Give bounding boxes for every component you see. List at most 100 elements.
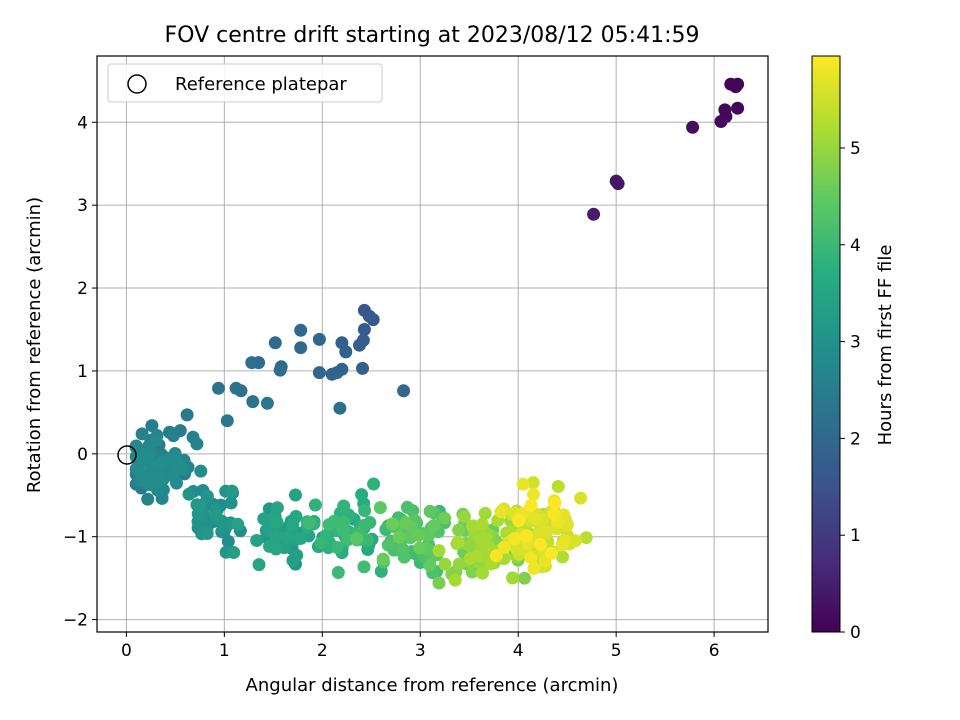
data-point	[527, 487, 540, 501]
data-point	[312, 332, 326, 346]
data-point	[260, 396, 274, 410]
grid-lines	[97, 56, 768, 632]
data-point	[221, 534, 235, 548]
data-point	[475, 517, 489, 531]
data-point	[392, 530, 406, 544]
data-point	[367, 477, 381, 491]
data-point	[357, 323, 371, 336]
y-tick-label: 3	[77, 196, 88, 216]
x-tick-label: 6	[709, 641, 720, 661]
colorbar-frame	[811, 55, 841, 633]
data-point	[466, 519, 480, 533]
data-point	[308, 498, 322, 512]
data-point	[263, 539, 276, 553]
data-point	[524, 498, 538, 512]
data-point	[714, 115, 728, 128]
data-point	[579, 531, 593, 545]
data-point	[465, 565, 479, 579]
data-point	[182, 487, 196, 501]
y-tick-label: 0	[77, 445, 88, 465]
data-point	[478, 506, 492, 520]
data-point	[423, 504, 437, 518]
data-point	[246, 395, 260, 409]
colorbar-tick-label: 3	[850, 333, 861, 353]
data-point	[397, 550, 411, 564]
data-point	[516, 477, 530, 491]
data-point	[731, 101, 745, 115]
data-point	[350, 532, 364, 546]
data-point	[314, 536, 328, 550]
data-point	[411, 528, 425, 542]
data-point	[220, 414, 234, 428]
data-point	[302, 516, 316, 530]
data-point	[134, 467, 148, 481]
data-point	[574, 491, 588, 505]
data-point	[526, 476, 540, 490]
reference-platepar-marker	[117, 445, 137, 465]
data-point	[397, 384, 411, 398]
legend-box	[107, 63, 383, 103]
data-point	[457, 510, 471, 524]
data-point	[452, 523, 466, 537]
data-point	[451, 535, 465, 549]
x-axis-ticks: 0 1 2 3 4 5 6	[121, 632, 720, 661]
y-tick-label: 4	[77, 113, 88, 133]
data-point	[527, 561, 541, 575]
data-point	[286, 554, 300, 567]
data-point	[225, 484, 239, 498]
data-point	[356, 361, 369, 375]
data-point	[432, 576, 446, 590]
data-point	[190, 437, 204, 451]
data-point	[373, 501, 387, 515]
data-point	[154, 456, 168, 470]
data-point	[149, 434, 163, 447]
data-point	[357, 560, 371, 574]
legend-label: Reference platepar	[175, 74, 347, 95]
data-point	[422, 528, 436, 542]
data-point	[432, 544, 446, 558]
data-point	[476, 566, 489, 580]
data-point	[234, 384, 248, 398]
data-point	[494, 505, 508, 519]
data-point	[312, 366, 326, 380]
data-point	[508, 532, 522, 546]
data-point	[194, 464, 208, 478]
colorbar-ticks: 0 1 2 3 4 5	[840, 139, 861, 643]
data-point	[333, 401, 347, 415]
data-point	[180, 408, 194, 422]
data-point	[587, 207, 601, 221]
data-point	[729, 80, 743, 94]
data-point	[270, 515, 284, 529]
data-point	[399, 516, 413, 529]
data-point	[273, 363, 287, 377]
colorbar-tick-label: 0	[850, 623, 861, 643]
data-point	[336, 523, 350, 537]
data-point	[448, 573, 462, 587]
data-point	[193, 499, 207, 513]
data-point	[427, 519, 441, 532]
data-point	[141, 492, 155, 506]
data-point	[330, 541, 344, 554]
y-axis-ticks: −2 −1 0 1 2 3 4	[63, 113, 97, 631]
x-tick-label: 4	[513, 641, 524, 661]
data-point	[528, 512, 542, 526]
data-point	[497, 540, 511, 554]
data-point	[519, 529, 533, 543]
data-point	[452, 557, 466, 571]
data-point	[339, 345, 353, 359]
data-point	[270, 501, 284, 515]
data-point	[268, 336, 282, 350]
colorbar-tick-label: 2	[850, 429, 861, 449]
data-point	[325, 367, 339, 381]
data-point	[506, 571, 520, 585]
data-point	[534, 537, 547, 551]
data-point	[518, 571, 531, 585]
data-point	[200, 527, 214, 540]
data-point	[331, 566, 345, 579]
data-point	[252, 558, 266, 572]
y-tick-label: 1	[77, 362, 88, 382]
data-point	[366, 313, 380, 327]
data-point	[245, 356, 259, 370]
plot-frame	[96, 55, 769, 633]
